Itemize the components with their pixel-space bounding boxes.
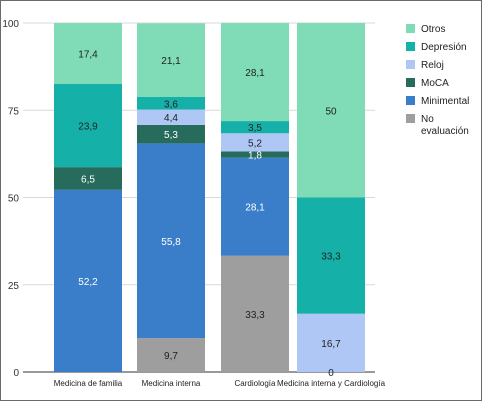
legend-label: No evaluación xyxy=(421,114,469,137)
y-axis: 0 25 50 75 100 xyxy=(2,19,19,379)
data-label: 21,1 xyxy=(161,56,181,67)
bar-segment xyxy=(54,167,122,190)
x-tick-label: Medicina interna xyxy=(142,379,201,388)
legend-label-line: Depresión xyxy=(421,42,467,53)
legend-swatch xyxy=(406,114,415,123)
bars xyxy=(54,23,365,372)
data-label: 28,1 xyxy=(245,68,265,79)
legend-label: Reloj xyxy=(421,60,444,71)
zero-data-label: 0 xyxy=(328,368,334,379)
data-label: 3,6 xyxy=(164,99,178,110)
x-tick-label: Cardiología xyxy=(235,379,276,388)
bar-segment xyxy=(297,313,365,372)
y-tick-label: 25 xyxy=(8,281,20,292)
bar-segment xyxy=(54,83,122,168)
legend-swatch xyxy=(406,24,415,33)
bar-segment xyxy=(297,197,365,314)
legend-swatch xyxy=(406,96,415,105)
bar-segment xyxy=(221,133,289,152)
data-label: 17,4 xyxy=(78,49,98,60)
bar-segment xyxy=(221,151,289,158)
bar-segment xyxy=(221,23,289,122)
legend: Otros Depresión Reloj MoCA Minimental No evalu… xyxy=(406,24,469,137)
data-label: 4,4 xyxy=(164,113,178,124)
legend-swatch xyxy=(406,42,415,51)
bar-segment xyxy=(221,157,289,256)
data-label: 5,2 xyxy=(248,138,262,149)
data-label: 5,3 xyxy=(164,130,178,141)
y-tick-label: 50 xyxy=(8,194,20,205)
bar-segment xyxy=(54,23,122,84)
data-label: 9,7 xyxy=(164,351,178,362)
legend-label-line: MoCA xyxy=(421,78,449,89)
bar-segment xyxy=(137,143,205,339)
y-tick-label: 100 xyxy=(2,19,19,30)
legend-label-line: Otros xyxy=(421,24,445,35)
bar-segment xyxy=(137,109,205,125)
legend-label-line: No xyxy=(421,114,434,125)
data-label: 23,9 xyxy=(78,121,98,132)
legend-swatch xyxy=(406,60,415,69)
bar-segment xyxy=(137,23,205,97)
bar-segment xyxy=(137,124,205,144)
x-tick-label: Medicina interna y Cardiología xyxy=(277,379,386,388)
legend-label: Minimental xyxy=(421,96,469,107)
data-label: 6,5 xyxy=(81,174,95,185)
legend-label: MoCA xyxy=(421,78,449,89)
x-tick-label: Medicina de familia xyxy=(54,379,123,388)
data-label: 50 xyxy=(325,106,337,117)
legend-label-line: evaluación xyxy=(421,126,469,137)
bar-segment xyxy=(54,189,122,372)
legend-label: Otros xyxy=(421,24,445,35)
legend-label-line: Minimental xyxy=(421,96,469,107)
bar-segment xyxy=(221,121,289,134)
legend-swatch xyxy=(406,78,415,87)
bar-segment xyxy=(137,96,205,110)
y-tick-label: 0 xyxy=(13,368,19,379)
bar-segment xyxy=(137,338,205,372)
data-label: 3,5 xyxy=(248,123,262,134)
data-label: 28,1 xyxy=(245,203,265,214)
data-label: 33,3 xyxy=(245,310,265,321)
legend-label: Depresión xyxy=(421,42,467,53)
x-axis: Medicina de familia Medicina interna Cardi… xyxy=(54,379,386,388)
data-label: 1,8 xyxy=(248,151,262,162)
data-labels: 52,2 6,5 23,9 17,4 9,7 55,8 5,3 4,4 3,6 21,1 33,3 2… xyxy=(78,49,341,379)
y-tick-label: 75 xyxy=(8,106,20,117)
data-label: 16,7 xyxy=(321,339,341,350)
data-label: 55,8 xyxy=(161,237,181,248)
bar-segment xyxy=(221,255,289,372)
data-label: 33,3 xyxy=(321,252,341,263)
bar-segment xyxy=(297,23,365,198)
data-label: 52,2 xyxy=(78,277,98,288)
legend-label-line: Reloj xyxy=(421,60,444,71)
